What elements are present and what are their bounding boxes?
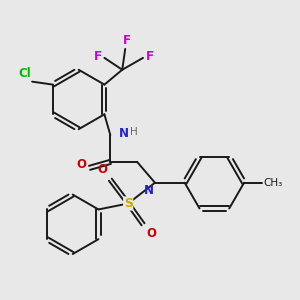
Text: O: O — [76, 158, 86, 171]
Text: F: F — [146, 50, 153, 63]
Text: H: H — [130, 127, 137, 136]
Text: O: O — [98, 163, 107, 176]
Text: F: F — [123, 34, 131, 46]
Text: O: O — [146, 227, 156, 240]
Text: Cl: Cl — [18, 67, 31, 80]
Text: N: N — [143, 184, 153, 197]
Text: F: F — [94, 50, 102, 63]
Text: S: S — [124, 197, 133, 210]
Text: N: N — [119, 127, 129, 140]
Text: CH₃: CH₃ — [263, 178, 283, 188]
